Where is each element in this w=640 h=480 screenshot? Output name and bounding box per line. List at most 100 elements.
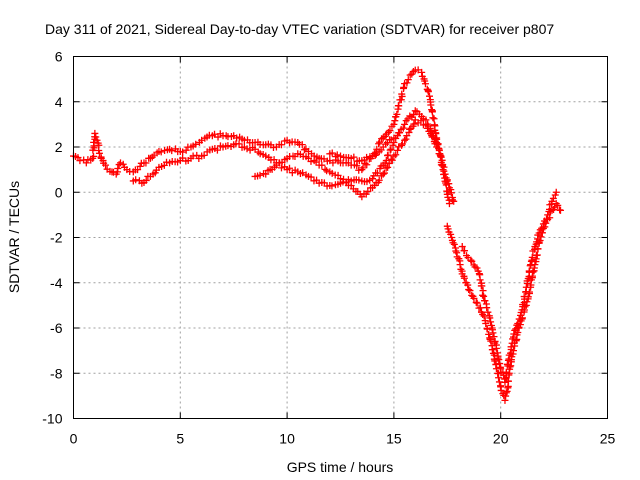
data-point-marker (426, 92, 434, 100)
data-point-marker (448, 196, 456, 204)
data-point-marker (494, 354, 502, 362)
y-tick-label: -8 (50, 365, 63, 381)
x-tick-label: 25 (600, 431, 616, 447)
data-point-marker (355, 176, 363, 184)
data-point-marker (418, 68, 426, 76)
data-point-marker (429, 114, 437, 122)
data-point-marker (410, 120, 418, 128)
x-tick-label: 20 (493, 431, 509, 447)
data-point-marker (364, 187, 372, 195)
data-point-marker (328, 149, 336, 157)
series-track-f (458, 188, 560, 386)
data-point-marker (224, 142, 232, 150)
data-point-marker (375, 140, 383, 148)
data-point-marker (262, 152, 270, 160)
data-point-marker (417, 117, 425, 125)
data-point-marker (91, 129, 99, 137)
data-point-marker (456, 261, 464, 269)
data-point-marker (503, 387, 511, 395)
data-point-marker (142, 159, 150, 167)
tick-layer: 0 5 10 15 20 25 -10 -8 -6 -4 -2 0 2 4 6 (42, 49, 615, 447)
y-tick-label: 0 (55, 184, 63, 200)
y-tick-label: -6 (50, 320, 63, 336)
data-point-marker (428, 108, 436, 116)
data-point-marker (307, 157, 315, 165)
series-track-d (326, 134, 398, 165)
data-point-marker (466, 287, 474, 295)
data-point-marker (552, 188, 560, 196)
data-point-marker (512, 325, 520, 333)
data-point-marker (460, 274, 468, 282)
y-tick-label: 6 (55, 49, 63, 65)
data-point-marker (391, 117, 399, 125)
y-tick-label: -4 (50, 275, 63, 291)
data-point-marker (386, 146, 394, 154)
data-point-marker (307, 173, 315, 181)
data-point-marker (450, 240, 458, 248)
data-point-marker (490, 333, 498, 341)
data-point-marker (401, 136, 409, 144)
y-tick-label: 2 (55, 139, 63, 155)
data-point-marker (168, 147, 176, 155)
data-point-marker (256, 171, 264, 179)
data-point-marker (544, 211, 552, 219)
data-point-marker (452, 247, 460, 255)
data-point-marker (402, 135, 410, 143)
data-point-marker (433, 143, 441, 151)
data-layer (70, 66, 565, 404)
data-point-marker (387, 145, 395, 153)
data-point-marker (488, 346, 496, 354)
data-point-marker (403, 79, 411, 87)
data-point-marker (495, 374, 503, 382)
data-point-marker (492, 344, 500, 352)
data-point-marker (157, 148, 165, 156)
data-point-marker (318, 161, 326, 169)
data-point-marker (467, 256, 475, 264)
data-point-marker (384, 163, 392, 171)
data-point-marker (82, 159, 90, 167)
data-point-marker (485, 330, 493, 338)
data-point-marker (380, 169, 388, 177)
data-point-marker (375, 176, 383, 184)
data-point-marker (470, 294, 478, 302)
data-point-marker (371, 151, 379, 159)
data-point-marker (487, 318, 495, 326)
data-point-marker (388, 156, 396, 164)
data-point-marker (464, 281, 472, 289)
x-tick-label: 5 (176, 431, 184, 447)
data-point-marker (527, 261, 535, 269)
data-point-marker (476, 276, 484, 284)
data-point-marker (543, 215, 551, 223)
data-point-marker (396, 129, 404, 137)
data-point-marker (350, 153, 358, 161)
data-point-marker (92, 133, 100, 141)
data-point-marker (430, 115, 438, 123)
data-point-marker (554, 201, 562, 209)
data-point-marker (359, 164, 367, 172)
data-point-marker (406, 71, 414, 79)
data-point-marker (392, 151, 400, 159)
series-track-b (129, 107, 458, 205)
data-point-marker (444, 225, 452, 233)
y-tick-label: 4 (55, 94, 63, 110)
data-point-marker (427, 101, 435, 109)
data-point-marker (398, 90, 406, 98)
data-point-marker (179, 148, 187, 156)
y-tick-label: -2 (50, 230, 63, 246)
data-point-marker (501, 378, 509, 386)
data-point-marker (479, 310, 487, 318)
data-point-marker (458, 243, 466, 251)
data-point-marker (385, 159, 393, 167)
data-point-marker (473, 264, 481, 272)
data-point-marker (132, 176, 140, 184)
data-point-marker (390, 134, 398, 142)
data-point-marker (536, 226, 544, 234)
y-axis-label: SDTVAR / TECUs (6, 181, 22, 293)
data-point-marker (476, 304, 484, 312)
data-point-marker (90, 152, 98, 160)
data-point-marker (404, 76, 412, 84)
data-point-marker (484, 308, 492, 316)
data-point-marker (192, 140, 200, 148)
data-point-marker (445, 200, 453, 208)
data-point-marker (337, 152, 344, 160)
